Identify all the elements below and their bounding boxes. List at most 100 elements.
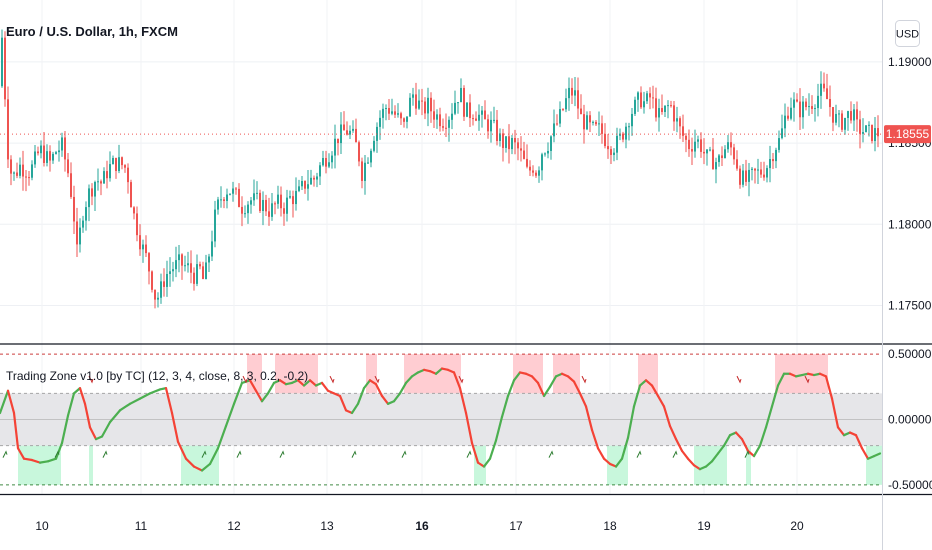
oversold-zone: [181, 445, 219, 485]
candle-body: [88, 188, 90, 208]
oscillator-segment: [746, 449, 756, 458]
oscillator-segment: [758, 426, 768, 447]
oscillator-segment: [704, 460, 714, 468]
oscillator-segment: [722, 434, 732, 447]
oscillator-segment: [108, 409, 122, 424]
oscillator-segment: [578, 392, 588, 408]
candle-body: [751, 168, 753, 170]
oscillator-tick-label: 0.00000: [888, 413, 932, 427]
candle-body: [55, 152, 57, 154]
candle-body: [715, 162, 717, 170]
candle-body: [760, 169, 762, 175]
oscillator-segment: [770, 384, 780, 408]
candle-body: [151, 271, 153, 290]
candle-body: [811, 106, 813, 109]
oscillator-segment: [350, 402, 360, 415]
candle-body: [493, 119, 495, 121]
candle-body: [547, 150, 549, 154]
candle-body: [49, 151, 51, 161]
candle-body: [265, 199, 267, 212]
candle-body: [856, 109, 858, 120]
oscillator-tick-label: 0.50000: [888, 347, 932, 361]
candle-body: [445, 127, 447, 129]
candle-body: [160, 281, 162, 298]
candle-body: [361, 161, 363, 181]
candle-body: [202, 266, 204, 279]
candle-body: [577, 90, 579, 109]
candle-body: [652, 97, 654, 99]
candle-body: [175, 260, 177, 270]
candle-body: [295, 190, 297, 205]
candle-body: [259, 192, 261, 212]
candle-body: [211, 241, 213, 257]
candle-body: [85, 207, 87, 221]
oscillator-segment: [374, 383, 384, 398]
buy-signal-arrow: [279, 450, 285, 458]
candle-body: [484, 110, 486, 120]
candle-body: [256, 192, 258, 194]
candle-body: [562, 109, 564, 111]
oscillator-axis-ticks[interactable]: 0.50000 0.00000 -0.50000: [888, 347, 932, 492]
time-axis-ticks[interactable]: 10 11 12 13 16 17 18 19 20: [35, 519, 804, 533]
candle-body: [169, 271, 171, 274]
oscillator-segment: [83, 402, 92, 429]
oscillator-segment: [266, 381, 276, 395]
candle-body: [685, 135, 687, 140]
time-tick-label: 12: [227, 519, 241, 533]
candle-body: [1, 37, 3, 87]
currency-button-label[interactable]: USD: [896, 29, 919, 41]
candle-body: [154, 289, 156, 300]
candle-body: [592, 121, 594, 123]
candle-body: [790, 107, 792, 119]
oscillator-segment: [88, 426, 98, 441]
symbol-title: Euro / U.S. Dollar, 1h, FXCM: [6, 24, 178, 39]
candle-body: [613, 152, 615, 155]
oscillator-segment: [66, 392, 76, 417]
oscillator-segment: [530, 375, 540, 385]
candle-body: [310, 177, 312, 185]
candle-body: [610, 149, 612, 155]
candle-body: [292, 196, 294, 205]
candle-body: [298, 186, 300, 191]
candle-body: [793, 99, 795, 108]
oversold-zone: [866, 445, 882, 485]
candle-body: [640, 92, 642, 108]
oversold-zone: [89, 445, 93, 485]
buy-signal-arrow: [2, 450, 8, 458]
currency-button[interactable]: USD: [895, 20, 920, 47]
oscillator-segment: [216, 424, 228, 450]
candle-body: [559, 109, 561, 124]
oscillator-segment: [602, 457, 612, 466]
oversold-zone: [746, 445, 751, 485]
oscillator-segment: [656, 394, 666, 408]
oscillator-segment: [872, 452, 882, 458]
candle-body: [448, 119, 450, 128]
candle-body: [343, 124, 345, 131]
candle-body: [349, 130, 351, 135]
candle-body: [163, 281, 165, 287]
oscillator-segment: [860, 447, 870, 460]
candle-body: [631, 113, 633, 127]
candle-body: [100, 181, 102, 184]
candle-body: [697, 139, 699, 142]
candle-body: [535, 172, 537, 176]
candle-body: [10, 159, 12, 174]
candle-body: [787, 115, 789, 119]
candle-body: [268, 211, 270, 217]
candle-body: [193, 272, 195, 284]
oscillator-segment: [830, 397, 840, 429]
sell-signal-arrow: [242, 375, 248, 384]
last-price-badge: 1.18555: [884, 125, 931, 144]
candle-body: [400, 113, 402, 119]
candle-body: [346, 130, 348, 135]
candle-body: [769, 159, 771, 169]
candle-body: [247, 204, 249, 214]
oscillator-segment: [278, 379, 288, 386]
candle-body: [4, 37, 6, 100]
currency-button-frame[interactable]: [895, 20, 920, 47]
candle-body: [394, 111, 396, 115]
candle-body: [241, 206, 243, 214]
oscillator-segment: [536, 381, 546, 398]
oscillator-segment: [224, 402, 236, 428]
